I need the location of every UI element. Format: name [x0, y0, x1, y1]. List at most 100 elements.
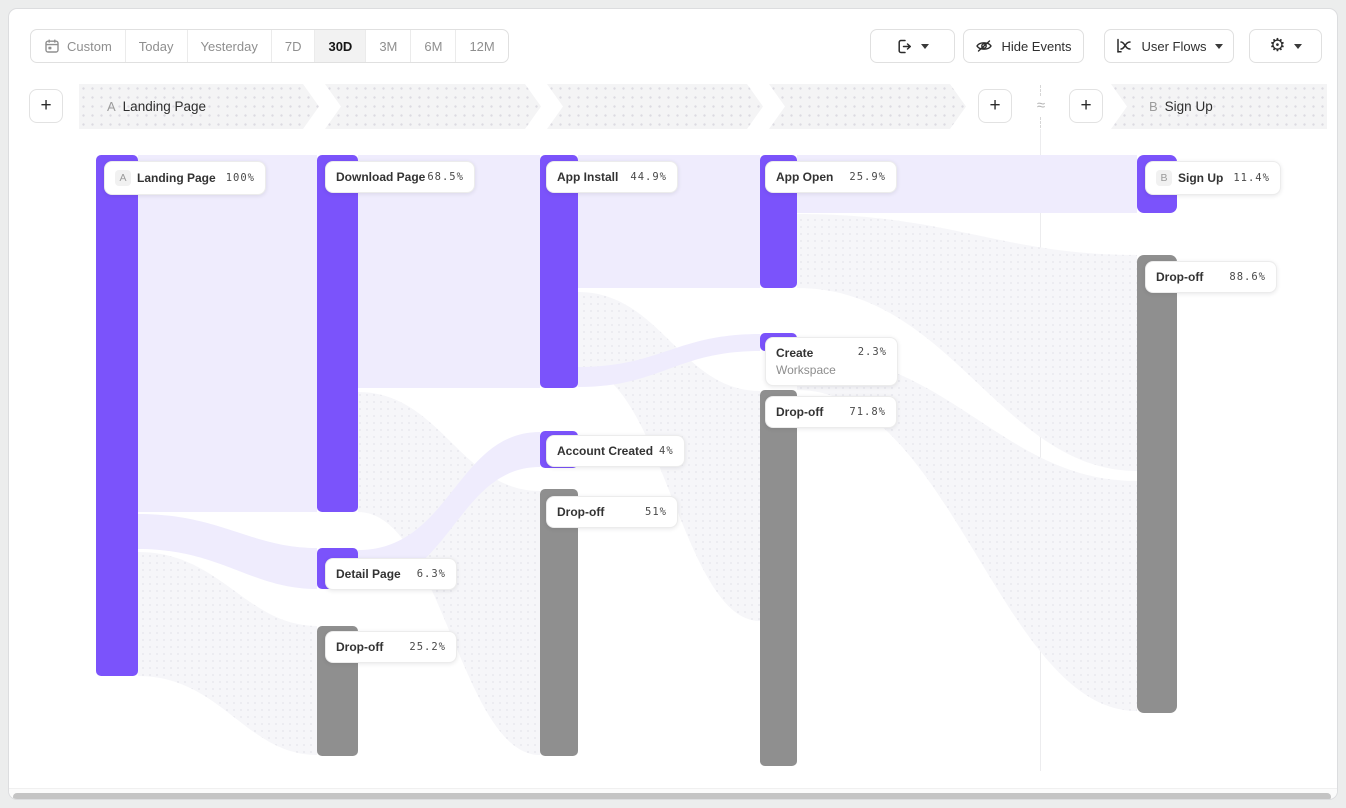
time-range-custom[interactable]: Custom [31, 30, 126, 62]
node-name: Landing Page [137, 171, 216, 185]
flows-chart-icon [1115, 37, 1133, 55]
node-name: Download Page [336, 170, 426, 184]
link-appinstall-createws [578, 334, 760, 387]
node-percent: 88.6% [1229, 271, 1266, 283]
node-bar-dropoff-3[interactable] [760, 390, 797, 766]
time-range-label: 3M [379, 38, 398, 54]
node-percent: 100% [225, 172, 255, 184]
node-bar-landing-page[interactable] [96, 155, 138, 676]
step-label-a: Landing Page [122, 99, 206, 114]
node-percent: 44.9% [630, 171, 667, 183]
approx-symbol: ≈ [1036, 97, 1046, 114]
time-range-label: 7D [284, 38, 302, 54]
node-label-detail-page[interactable]: Detail Page 6.3% [325, 558, 457, 590]
link-landing-detail [138, 514, 317, 589]
node-percent: 4% [659, 445, 674, 457]
node-label-app-open[interactable]: App Open 25.9% [765, 161, 897, 193]
node-percent: 25.2% [409, 641, 446, 653]
flow-step-b[interactable]: B Sign Up [1111, 84, 1327, 129]
user-flows-label: User Flows [1141, 38, 1207, 54]
node-percent: 68.5% [427, 171, 464, 183]
chevron-down-icon [921, 43, 929, 49]
stage: Custom Today Yesterday 7D 30D 3M 6M 12M … [9, 9, 1337, 799]
approx-dash-bottom [1040, 117, 1041, 128]
horizontal-scrollbar-thumb[interactable] [13, 793, 1331, 799]
node-label-dropoff-3[interactable]: Drop-off 71.8% [765, 396, 897, 428]
flow-step-a[interactable]: A Landing Page [79, 84, 319, 129]
time-range-label: 6M [424, 38, 443, 54]
node-name: Detail Page [336, 567, 401, 581]
node-percent: 25.9% [849, 171, 886, 183]
settings-button[interactable]: ⚙ [1249, 29, 1322, 63]
export-icon [896, 38, 913, 55]
time-range-label: Custom [67, 38, 112, 54]
step-badge-b: B [1149, 99, 1158, 114]
node-label-download-page[interactable]: Download Page 68.5% [325, 161, 475, 193]
time-range-yesterday[interactable]: Yesterday [188, 30, 272, 62]
node-name: Drop-off [557, 505, 605, 519]
node-bar-download-page[interactable] [317, 155, 358, 512]
step-badge-a: A [107, 99, 116, 114]
node-name-line2: Workspace [776, 363, 836, 377]
user-flows-button[interactable]: User Flows [1104, 29, 1234, 63]
node-percent: 11.4% [1233, 172, 1270, 184]
time-range-12m[interactable]: 12M [456, 30, 507, 62]
node-label-app-install[interactable]: App Install 44.9% [546, 161, 678, 193]
node-name: Drop-off [1156, 270, 1204, 284]
time-range-label: 30D [328, 38, 353, 54]
node-name: Sign Up [1178, 171, 1224, 185]
node-percent: 51% [645, 506, 667, 518]
node-name: Drop-off [336, 640, 384, 654]
section-divider [1040, 129, 1041, 771]
add-step-button-left[interactable]: + [29, 89, 63, 123]
hide-events-label: Hide Events [1001, 38, 1072, 54]
node-name: Create [776, 346, 814, 360]
horizontal-scrollbar-track[interactable] [9, 788, 1337, 799]
node-label-create-workspace[interactable]: Create 2.3% Workspace [765, 337, 898, 386]
time-range-today[interactable]: Today [126, 30, 188, 62]
time-range-30d[interactable]: 30D [315, 30, 367, 62]
node-percent: 6.3% [416, 568, 446, 580]
node-bar-dropoff-2[interactable] [540, 489, 578, 756]
flow-step-4[interactable] [769, 84, 966, 129]
node-label-dropoff-b[interactable]: Drop-off 88.6% [1145, 261, 1277, 293]
time-range-selector: Custom Today Yesterday 7D 30D 3M 6M 12M [30, 29, 509, 63]
node-label-sign-up[interactable]: B Sign Up 11.4% [1145, 161, 1281, 195]
node-badge-a: A [115, 170, 131, 186]
node-name: App Install [557, 170, 619, 184]
calendar-icon [44, 38, 60, 54]
flow-step-2[interactable] [325, 84, 541, 129]
node-name: App Open [776, 170, 834, 184]
node-bar-dropoff-b[interactable] [1137, 255, 1177, 713]
node-bar-app-install[interactable] [540, 155, 578, 388]
node-label-dropoff-2[interactable]: Drop-off 51% [546, 496, 678, 528]
time-range-6m[interactable]: 6M [411, 30, 457, 62]
gear-icon: ⚙ [1269, 35, 1286, 56]
link-landing-download [138, 155, 317, 512]
eye-off-icon [975, 37, 993, 55]
add-step-button-right[interactable]: + [1069, 89, 1103, 123]
node-label-landing-page[interactable]: A Landing Page 100% [104, 161, 266, 195]
node-percent: 71.8% [849, 406, 886, 418]
node-name: Drop-off [776, 405, 824, 419]
node-label-dropoff-1[interactable]: Drop-off 25.2% [325, 631, 457, 663]
node-name: Account Created [557, 444, 654, 458]
step-label-b: Sign Up [1164, 99, 1213, 114]
flow-step-3[interactable] [547, 84, 763, 129]
time-range-label: 12M [469, 38, 495, 54]
hide-events-button[interactable]: Hide Events [963, 29, 1084, 63]
time-range-7d[interactable]: 7D [272, 30, 316, 62]
link-landing-dropoff [138, 552, 317, 755]
time-range-label: Yesterday [200, 38, 258, 54]
time-range-label: Today [138, 38, 174, 54]
approx-dash-top [1040, 85, 1041, 96]
node-badge-b: B [1156, 170, 1172, 186]
chevron-down-icon [1293, 43, 1302, 49]
export-button[interactable] [870, 29, 955, 63]
node-label-account-created[interactable]: Account Created 4% [546, 435, 685, 467]
add-step-button-mid[interactable]: + [978, 89, 1012, 123]
chevron-down-icon [1214, 43, 1223, 49]
app-card: Custom Today Yesterday 7D 30D 3M 6M 12M … [8, 8, 1338, 800]
node-percent: 2.3% [857, 346, 887, 358]
time-range-3m[interactable]: 3M [366, 30, 412, 62]
